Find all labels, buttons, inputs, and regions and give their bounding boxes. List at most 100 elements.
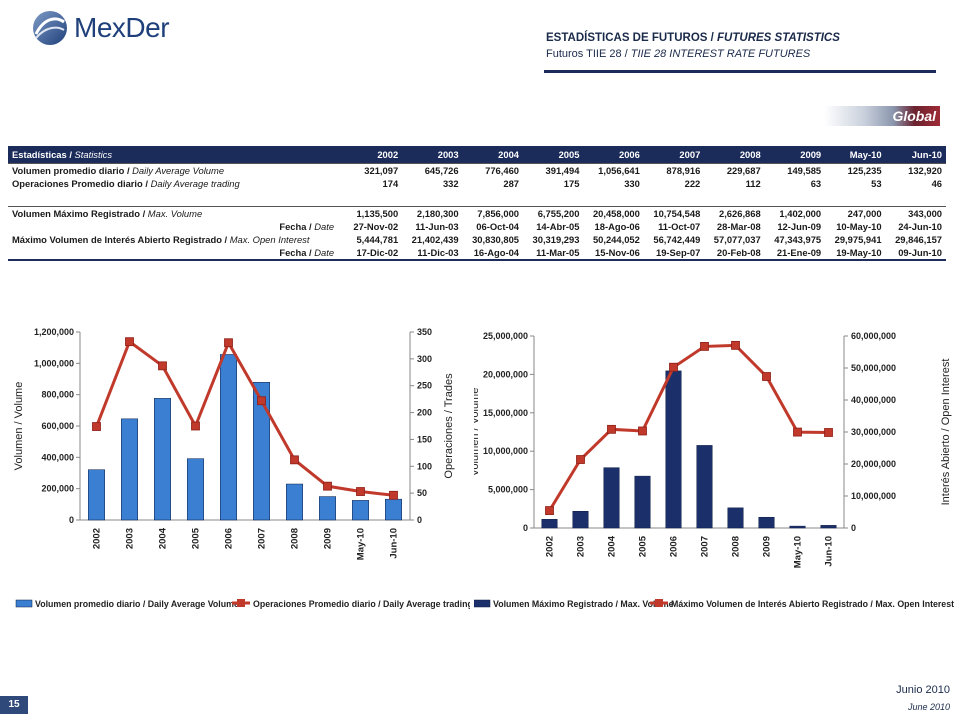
bar [789,525,806,529]
trades-line [548,343,829,512]
x-tick-label: May-10 [793,536,804,568]
bar [603,467,620,529]
bar [634,475,651,529]
bar [541,519,558,529]
table-spacer-row [8,190,946,207]
line-marker [356,487,365,496]
bar [758,516,775,529]
bar [352,500,369,521]
bar [385,498,402,521]
bar [88,469,105,521]
table-cell: 46 [931,178,942,189]
right-tick-label: 10,000,000 [851,491,896,501]
bar [187,458,204,521]
column-header: 2005 [523,146,584,164]
right-tick-label: 350 [417,327,432,337]
bar [286,483,303,521]
table-cell: 287 [503,178,520,189]
y-axis-title: Volumen / Volume [474,388,481,477]
table-cell: 5,444,781 [356,234,399,245]
page-number: 15 [0,696,28,714]
table-cell: 27-Nov-02 [353,221,399,232]
line-marker [290,455,299,465]
column-header: 2006 [583,146,644,164]
row-label-en: Daily Average Volume [132,165,225,176]
x-tick-label: 2007 [700,536,711,557]
global-badge: Global [824,106,940,126]
table-cell: 1,056,641 [583,163,644,177]
column-header: 2007 [643,146,705,164]
table-header-row: Estadísticas / Statistics 2002 2003 2004… [8,146,946,164]
bar [253,382,270,521]
left-tick-label: 15,000,000 [483,408,528,418]
right-tick-label: 60,000,000 [851,331,896,341]
left-tick-label: 25,000,000 [483,331,528,341]
bar [696,445,713,529]
subtitle-sep: / [621,48,631,60]
x-tick-label: 2005 [191,527,202,549]
table-cell: 29,846,157 [895,234,942,245]
trades-line [95,339,394,497]
legend-bar-swatch [474,599,491,608]
left-tick-label: 400,000 [41,452,74,462]
table-body: Volumen promedio diario / Daily Average … [8,163,946,261]
subtitle-es: Futuros TIIE 28 [546,48,622,60]
column-header: 2009 [764,146,826,164]
table-cell: 2,626,868 [704,206,765,220]
row-label-en: Daily Average trading [150,178,240,189]
table-cell: 10,754,548 [643,206,705,220]
right-tick-label: 250 [417,381,432,391]
row-label: Máximo Volumen de Interés Abierto Regist… [8,233,344,246]
daily-average-chart: 0 200,000 400,000 600,000 800,000 1,000,000 1,… [13,327,470,609]
table-cell: 15-Nov-06 [583,246,644,261]
row-label-es: Volumen promedio diario / [12,165,133,176]
line-marker [607,424,616,434]
table-cell: 330 [624,178,640,189]
table-cell: 19-Sep-07 [643,246,705,261]
column-header: Jun-10 [885,146,946,164]
x-tick-label: Jun-10 [824,536,835,567]
table-cell: 229,687 [704,163,765,177]
line-marker [191,421,200,431]
column-header: 2003 [402,146,463,164]
legend-bar-swatch [15,599,33,608]
table-cell: 175 [563,178,580,189]
right-tick-label: 300 [417,354,432,364]
table-cell: 19-May-10 [825,246,886,261]
legend-bar-label: Volumen Máximo Registrado / Max. Volume [493,599,674,609]
table-cell: 28-Mar-08 [716,221,761,232]
row-label-en: Max. Volume [147,208,203,219]
mexder-globe-icon [33,11,67,45]
x-tick-label: 2003 [576,536,587,557]
table-row: Volumen promedio diario / Daily Average … [8,163,946,177]
left-tick-label: 600,000 [41,421,74,431]
x-tick-label: 2008 [290,528,301,549]
table-cell: 132,920 [885,163,946,177]
statistics-table: Estadísticas / Statistics 2002 2003 2004… [8,146,946,261]
x-tick-label: 2006 [224,528,235,549]
footer-date-en: June 2010 [907,702,950,712]
line-marker [731,340,740,350]
max-volume-open-interest-chart: 0 5,000,000 10,000,000 15,000,000 20,000,000… [474,331,954,609]
table-cell: 11-Jun-03 [415,221,459,232]
y-axis-title: Volumen / Volume [13,382,25,471]
right-tick-label: 200 [417,408,432,418]
table-cell: 222 [684,178,701,189]
line-marker [824,428,833,437]
x-tick-label: 2005 [638,535,649,557]
table-cell: 391,494 [523,163,584,177]
row-label-en: Max. Open Interest [229,234,310,245]
title-en: FUTURES STATISTICS [717,32,840,44]
y2-axis-title: Operaciones / Trades [443,373,455,479]
legend-line-label: Operaciones Promedio diario / Daily Aver… [253,599,470,609]
bar [319,496,336,521]
row-label-es: Máximo Volumen de Interés Abierto Regist… [12,234,230,245]
y2-axis-title: Interés Abierto / Open Interest [940,359,952,506]
row-label-es: Operaciones Promedio diario / [12,178,151,189]
right-tick-label: 100 [417,461,432,471]
row-label-en: Date [314,247,335,258]
page-subtitle: Futuros TIIE 28 / TIIE 28 INTEREST RATE … [546,48,810,60]
x-tick-label: 2007 [257,528,268,549]
table-cell: 321,097 [344,163,403,177]
table-cell: 50,244,052 [592,234,640,245]
